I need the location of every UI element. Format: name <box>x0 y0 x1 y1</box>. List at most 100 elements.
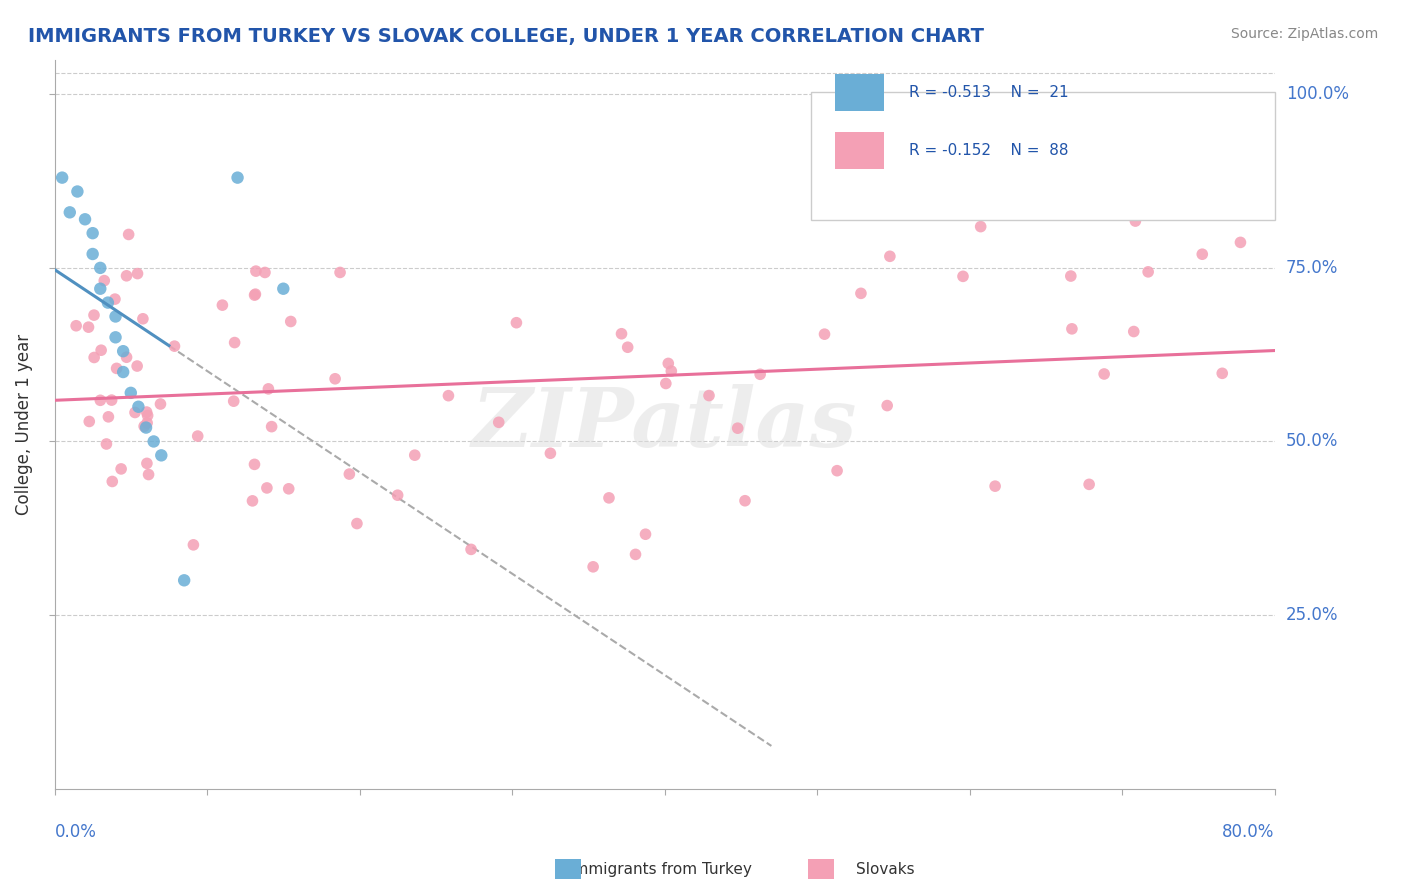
Point <box>952 269 974 284</box>
Point <box>657 356 679 370</box>
Point <box>337 467 360 481</box>
Point <box>224 335 246 350</box>
Point <box>260 419 283 434</box>
Y-axis label: College, Under 1 year: College, Under 1 year <box>15 334 32 515</box>
Point <box>598 491 620 505</box>
Point <box>659 364 682 378</box>
Point <box>150 448 173 462</box>
Text: Immigrants from Turkey: Immigrants from Turkey <box>569 863 752 877</box>
Point <box>82 247 104 261</box>
Point <box>100 393 122 408</box>
Point <box>77 320 100 334</box>
Point <box>697 388 720 402</box>
Point <box>104 310 127 324</box>
Point <box>65 318 87 333</box>
Point <box>488 415 510 429</box>
Point <box>90 343 112 358</box>
Point <box>245 264 267 278</box>
Point <box>253 265 276 279</box>
Point <box>187 429 209 443</box>
Point <box>138 467 160 482</box>
Point <box>93 274 115 288</box>
Point <box>59 205 82 219</box>
Point <box>243 458 266 472</box>
Point <box>969 219 991 234</box>
Point <box>82 226 104 240</box>
Text: 0.0%: 0.0% <box>55 823 97 841</box>
Text: ZIPatlas: ZIPatlas <box>472 384 858 464</box>
Point <box>115 350 138 364</box>
Point <box>83 308 105 322</box>
Point <box>1191 247 1213 261</box>
Point <box>346 516 368 531</box>
Point <box>1137 265 1160 279</box>
Point <box>89 282 111 296</box>
Point <box>1060 268 1083 283</box>
Point <box>112 365 135 379</box>
Point <box>127 359 149 373</box>
Point <box>104 330 127 344</box>
Point <box>437 389 460 403</box>
Point <box>83 351 105 365</box>
Point <box>96 437 118 451</box>
Text: Slovaks: Slovaks <box>856 863 915 877</box>
Point <box>105 361 128 376</box>
Point <box>163 339 186 353</box>
Point <box>73 212 96 227</box>
Point <box>655 376 678 391</box>
Point <box>222 394 245 409</box>
Point <box>984 479 1007 493</box>
Point <box>117 227 139 242</box>
Point <box>505 316 527 330</box>
Point <box>280 314 302 328</box>
Text: IMMIGRANTS FROM TURKEY VS SLOVAK COLLEGE, UNDER 1 YEAR CORRELATION CHART: IMMIGRANTS FROM TURKEY VS SLOVAK COLLEGE… <box>28 27 984 45</box>
Point <box>404 448 426 462</box>
Text: 75.0%: 75.0% <box>1286 259 1339 277</box>
Point <box>1229 235 1251 250</box>
Point <box>1125 214 1147 228</box>
Point <box>1211 367 1233 381</box>
Point <box>329 265 352 279</box>
Point <box>277 482 299 496</box>
Point <box>136 416 159 430</box>
Point <box>1092 367 1115 381</box>
Point <box>825 464 848 478</box>
Point <box>849 286 872 301</box>
Point <box>66 185 89 199</box>
Point <box>101 475 124 489</box>
Point <box>51 170 73 185</box>
Point <box>135 420 157 434</box>
Point <box>97 295 120 310</box>
Point <box>211 298 233 312</box>
Point <box>104 292 127 306</box>
Text: 25.0%: 25.0% <box>1286 606 1339 624</box>
Point <box>226 170 249 185</box>
Point <box>460 542 482 557</box>
Point <box>634 527 657 541</box>
Point <box>127 400 149 414</box>
Point <box>749 368 772 382</box>
Point <box>89 393 111 408</box>
Point <box>876 399 898 413</box>
Point <box>387 488 409 502</box>
Point <box>173 574 195 588</box>
Point <box>110 462 132 476</box>
Text: 50.0%: 50.0% <box>1286 433 1339 450</box>
Point <box>1060 322 1083 336</box>
Point <box>734 493 756 508</box>
Point <box>1122 325 1144 339</box>
Point <box>135 405 157 419</box>
Point <box>120 385 142 400</box>
Point <box>245 287 267 301</box>
Point <box>149 397 172 411</box>
Point <box>813 327 835 342</box>
Point <box>256 481 278 495</box>
Bar <box>835 133 884 169</box>
Point <box>89 260 111 275</box>
Point <box>97 409 120 424</box>
Point <box>134 419 156 434</box>
Point <box>624 548 647 562</box>
Point <box>1078 477 1101 491</box>
Text: R = -0.152    N =  88: R = -0.152 N = 88 <box>908 144 1069 158</box>
Point <box>243 288 266 302</box>
